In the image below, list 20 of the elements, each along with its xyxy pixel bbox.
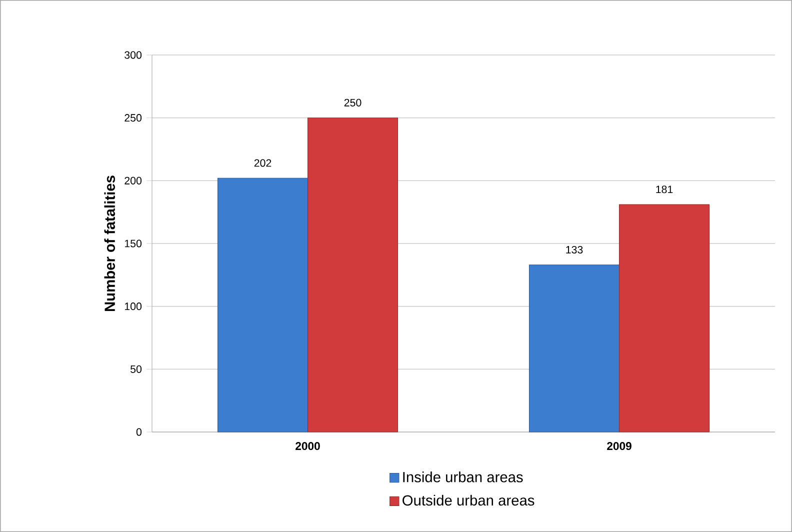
y-tick-label: 100 <box>124 302 142 310</box>
legend-label: Outside urban areas <box>402 494 534 506</box>
data-label: 250 <box>344 98 362 106</box>
x-tick-label: 2009 <box>607 442 632 450</box>
bar <box>618 204 710 432</box>
y-tick-label: 0 <box>136 428 142 436</box>
y-tick-label: 50 <box>130 365 142 373</box>
y-tick-label: 200 <box>124 176 142 184</box>
y-tick-label: 300 <box>124 51 142 59</box>
y-tick-label: 150 <box>124 240 142 248</box>
bar <box>217 178 308 432</box>
y-axis-title: Number of fatalities <box>104 176 116 311</box>
y-tick-label: 250 <box>124 114 142 122</box>
bar <box>528 264 620 432</box>
data-label: 133 <box>566 246 583 254</box>
x-tick-label: 2000 <box>296 442 320 450</box>
bar <box>307 118 398 432</box>
data-label: 202 <box>254 159 272 167</box>
legend-label: Inside urban areas <box>403 472 523 482</box>
data-label: 181 <box>656 186 673 194</box>
